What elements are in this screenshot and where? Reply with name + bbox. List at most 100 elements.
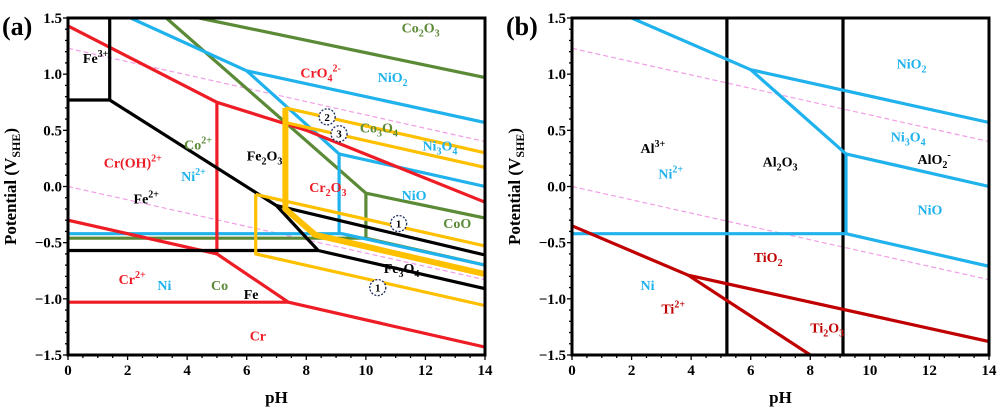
region-label: Ti2O3 [810, 322, 844, 340]
y-tick-label: −1.5 [539, 348, 566, 364]
region-label-part: NiO [918, 204, 943, 219]
y-axis-label-subscript: SHE [9, 134, 23, 158]
region-label-part: 2 [403, 78, 408, 89]
y-axis-label-end: ) [1, 128, 20, 134]
region-label-part: Fe [83, 52, 98, 67]
plot-area [68, 18, 485, 349]
region-label-part: 4 [414, 269, 419, 280]
region-label: Ni [157, 279, 171, 294]
region-label-part: NiO [378, 71, 403, 86]
region-label-part: NiO [897, 58, 922, 73]
region-label: Cr2O3 [309, 181, 346, 199]
region-label-part: O [441, 140, 452, 155]
series-line-water-lower [68, 185, 485, 281]
y-tick-label: 0.0 [43, 180, 62, 196]
region-label: Al2O3 [763, 155, 798, 173]
plot-area [572, 18, 989, 355]
x-tick-label: 4 [687, 363, 695, 379]
region-label-part: O [403, 262, 414, 277]
series-line-water-upper [572, 47, 989, 143]
x-axis-label: pH [265, 388, 288, 407]
region-label-part: 2+ [674, 299, 685, 310]
series-line-Ni [68, 232, 485, 267]
x-tick-label: 14 [982, 363, 998, 379]
region-label: Co2O3 [402, 22, 440, 40]
region-label-part: 2 [419, 29, 424, 40]
region-label-part: 3+ [655, 139, 666, 150]
y-tick-label: 1.5 [43, 11, 62, 27]
region-label-part: Ni [422, 140, 436, 155]
region-label: AlO2- [918, 150, 951, 171]
region-label-part: 3 [341, 188, 346, 199]
series-line-Ti [687, 273, 812, 355]
x-tick-label: 2 [628, 363, 636, 379]
region-label: Co2+ [184, 135, 212, 153]
region-label-part: Cr [309, 181, 325, 196]
x-tick-label: 10 [862, 363, 877, 379]
panel-a: 0 2 4 6 8 10 12 14−1.5−1.0−0.50.00.51.01.5pHPot… [1, 11, 493, 407]
region-label-part: 2 [777, 162, 782, 173]
numbered-marker-label: 1 [396, 219, 402, 231]
series-line-Co [165, 18, 485, 220]
y-tick-label: −1.5 [35, 348, 62, 364]
region-label: CoO [443, 217, 471, 232]
y-axis-label: Potential (VSHE) [1, 128, 23, 245]
panel-b: 0 2 4 6 8 10 12 14 −1.5 −1.0 −0.5 0.0 0.5 1.0 1.5 pH Pot… [505, 11, 997, 407]
region-label-part: CoO [443, 217, 471, 232]
region-label-part: - [947, 150, 950, 161]
region-label: Fe3O4 [384, 262, 420, 280]
x-tick-label: 6 [243, 363, 251, 379]
region-label: Ni [641, 279, 655, 294]
region-label-part: AlO [918, 153, 943, 168]
region-label: Cr2+ [119, 270, 146, 288]
region-label: Cr(OH)2+ [104, 153, 162, 171]
y-tick-label: 1.0 [43, 67, 62, 83]
region-label-part: TiO [754, 251, 778, 266]
region-label: Ni2+ [181, 167, 206, 185]
region-label-part: Ni [891, 131, 905, 146]
region-label: TiO2 [754, 251, 783, 269]
region-label: Co [211, 279, 228, 294]
region-label-part: NiO [402, 189, 427, 204]
region-label-part: O [424, 22, 435, 37]
x-tick-label: 10 [358, 363, 373, 379]
numbered-marker-circle [369, 278, 387, 297]
region-label: Ni3O4 [422, 140, 457, 158]
region-label-part: 2 [942, 160, 947, 171]
region-label-part: 2+ [672, 165, 683, 176]
region-label-part: 3 [793, 162, 798, 173]
region-label-part: 3 [839, 329, 844, 340]
region-label-part: 4 [393, 129, 398, 140]
region-label-part: 4 [328, 74, 333, 85]
series-line-alloy [254, 194, 485, 308]
region-label: Co3O4 [360, 122, 398, 140]
y-axis-label-text: Potential (V [505, 157, 524, 245]
region-label-part: 2 [326, 188, 331, 199]
series-line-alloy [255, 192, 485, 248]
region-label-part: O [910, 131, 921, 146]
region-label-part: Fe [244, 288, 259, 303]
region-label: CrO42- [300, 64, 341, 85]
region-label-part: 2+ [201, 135, 212, 146]
region-label: Ni3O4 [891, 131, 926, 149]
x-tick-label: 12 [922, 363, 937, 379]
numbered-marker-label: 3 [336, 129, 342, 141]
x-tick-label: 0 [64, 363, 72, 379]
region-label-part: 2- [333, 64, 341, 75]
y-tick-label: 0.0 [547, 180, 566, 196]
region-label-part: 3 [377, 129, 382, 140]
plot-frame [66, 16, 487, 357]
panel-label: (a) [2, 12, 32, 41]
numbered-marker-label: 1 [375, 283, 381, 295]
y-axis-label-end: ) [505, 128, 524, 134]
region-label: Ni2+ [658, 165, 683, 183]
series-line-Cr [68, 24, 485, 204]
region-label-part: Ni [157, 279, 171, 294]
region-label: Fe2O3 [247, 150, 283, 168]
region-label-part: Fe [384, 262, 399, 277]
region-label-part: Co [402, 22, 419, 37]
region-label-part: 2 [261, 157, 266, 168]
region-label: NiO [918, 204, 943, 219]
region-label-part: 3+ [98, 49, 109, 60]
region-label-part: 4 [452, 147, 457, 158]
